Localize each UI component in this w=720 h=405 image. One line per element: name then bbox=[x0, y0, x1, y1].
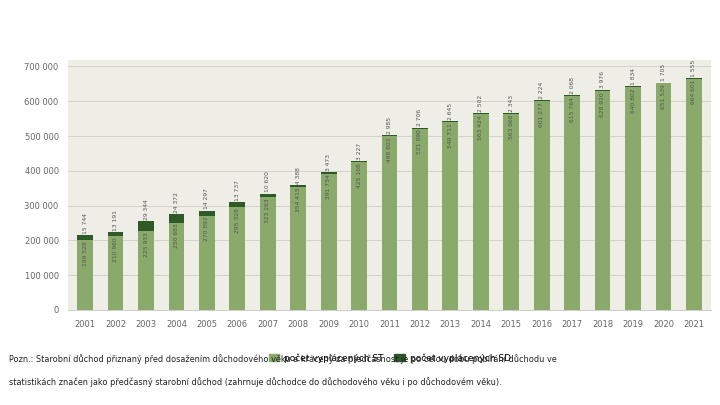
Text: 628 920: 628 920 bbox=[600, 92, 605, 117]
Text: 13 191: 13 191 bbox=[113, 209, 118, 230]
Bar bbox=[290, 185, 306, 187]
Bar bbox=[595, 91, 611, 310]
Text: 3 473: 3 473 bbox=[326, 154, 331, 171]
Bar bbox=[260, 198, 276, 310]
Text: 250 683: 250 683 bbox=[174, 224, 179, 248]
Text: 563 666: 563 666 bbox=[509, 115, 514, 139]
Text: 563 424: 563 424 bbox=[478, 115, 483, 140]
Legend: počet vyplácených ST, počet vyplácených SD: počet vyplácených ST, počet vyplácených … bbox=[265, 350, 514, 367]
Text: 640 802: 640 802 bbox=[631, 88, 636, 113]
Bar bbox=[199, 215, 215, 310]
Text: 29 344: 29 344 bbox=[143, 199, 148, 220]
Text: 425 168: 425 168 bbox=[356, 163, 361, 188]
Bar bbox=[686, 78, 702, 79]
Bar bbox=[168, 214, 184, 223]
Text: statistikách značen jako předčasný starobní důchod (zahrnuje důchodce do důchodo: statistikách značen jako předčasný staro… bbox=[9, 377, 502, 386]
Bar bbox=[564, 95, 580, 96]
Text: 2 706: 2 706 bbox=[418, 109, 423, 126]
Bar bbox=[230, 207, 246, 310]
Text: 14 297: 14 297 bbox=[204, 188, 210, 209]
Text: 1 705: 1 705 bbox=[661, 64, 666, 81]
Text: 199 528: 199 528 bbox=[83, 241, 88, 266]
Bar bbox=[77, 241, 93, 310]
Text: 295 328: 295 328 bbox=[235, 208, 240, 233]
Bar bbox=[686, 79, 702, 310]
Text: 540 711: 540 711 bbox=[448, 123, 453, 148]
Bar bbox=[534, 101, 549, 310]
Bar bbox=[564, 96, 580, 310]
Bar bbox=[473, 114, 489, 310]
Text: (stav k 31. 12.): (stav k 31. 12.) bbox=[570, 19, 657, 29]
Text: Pozn.: Starobní důchod přiznaný před dosažením důchodového věku a krácený za pře: Pozn.: Starobní důchod přiznaný před dos… bbox=[9, 354, 557, 364]
Bar bbox=[351, 162, 367, 310]
Bar bbox=[320, 174, 336, 310]
Bar bbox=[382, 136, 397, 310]
Bar bbox=[625, 86, 641, 87]
Bar bbox=[503, 114, 519, 310]
Bar bbox=[77, 235, 93, 241]
Bar bbox=[382, 135, 397, 136]
Text: 354 415: 354 415 bbox=[296, 188, 301, 212]
Text: 2 068: 2 068 bbox=[570, 77, 575, 94]
Bar bbox=[473, 113, 489, 114]
Bar bbox=[320, 173, 336, 174]
Text: 270 892: 270 892 bbox=[204, 217, 210, 241]
Bar bbox=[168, 223, 184, 310]
Bar bbox=[290, 187, 306, 310]
Text: 1 834: 1 834 bbox=[631, 68, 636, 85]
Text: 2 502: 2 502 bbox=[478, 94, 483, 112]
Text: 521 090: 521 090 bbox=[418, 130, 423, 154]
Text: 498 803: 498 803 bbox=[387, 137, 392, 162]
Text: 2 224: 2 224 bbox=[539, 81, 544, 99]
Text: Graf 8: Počet vyplácených předčasných starobních důchodů v letech 2001–2021: Graf 8: Počet vyplácených předčasných st… bbox=[18, 18, 517, 30]
Bar bbox=[503, 113, 519, 114]
Text: 615 764: 615 764 bbox=[570, 97, 575, 122]
Bar bbox=[443, 121, 459, 122]
Text: 601 277: 601 277 bbox=[539, 102, 544, 127]
Text: 2 343: 2 343 bbox=[509, 95, 514, 112]
Bar bbox=[443, 122, 459, 310]
Bar bbox=[108, 237, 124, 310]
Bar bbox=[260, 194, 276, 198]
Text: 664 601: 664 601 bbox=[691, 80, 696, 104]
Text: 651 539: 651 539 bbox=[661, 84, 666, 109]
Text: 4 388: 4 388 bbox=[296, 167, 301, 184]
Bar bbox=[138, 221, 154, 231]
Text: 323 263: 323 263 bbox=[265, 198, 270, 223]
Text: 2 985: 2 985 bbox=[387, 117, 392, 134]
Text: 1 555: 1 555 bbox=[691, 60, 696, 77]
Text: 2 645: 2 645 bbox=[448, 102, 453, 119]
Bar bbox=[230, 202, 246, 207]
Text: 210 960: 210 960 bbox=[113, 238, 118, 262]
Text: 24 372: 24 372 bbox=[174, 192, 179, 213]
Bar bbox=[351, 161, 367, 162]
Text: 3 227: 3 227 bbox=[356, 142, 361, 160]
Bar bbox=[595, 90, 611, 91]
Text: 10 620: 10 620 bbox=[265, 171, 270, 192]
Bar bbox=[108, 232, 124, 237]
Bar bbox=[138, 231, 154, 310]
Bar bbox=[412, 129, 428, 310]
Bar bbox=[625, 87, 641, 310]
Bar bbox=[199, 211, 215, 215]
Bar bbox=[412, 128, 428, 129]
Text: 3 976: 3 976 bbox=[600, 71, 605, 88]
Bar bbox=[534, 100, 549, 101]
Text: 15 744: 15 744 bbox=[83, 213, 88, 234]
Text: 225 933: 225 933 bbox=[143, 232, 148, 257]
Text: 391 734: 391 734 bbox=[326, 175, 331, 199]
Text: 13 737: 13 737 bbox=[235, 180, 240, 201]
Bar bbox=[655, 83, 671, 310]
